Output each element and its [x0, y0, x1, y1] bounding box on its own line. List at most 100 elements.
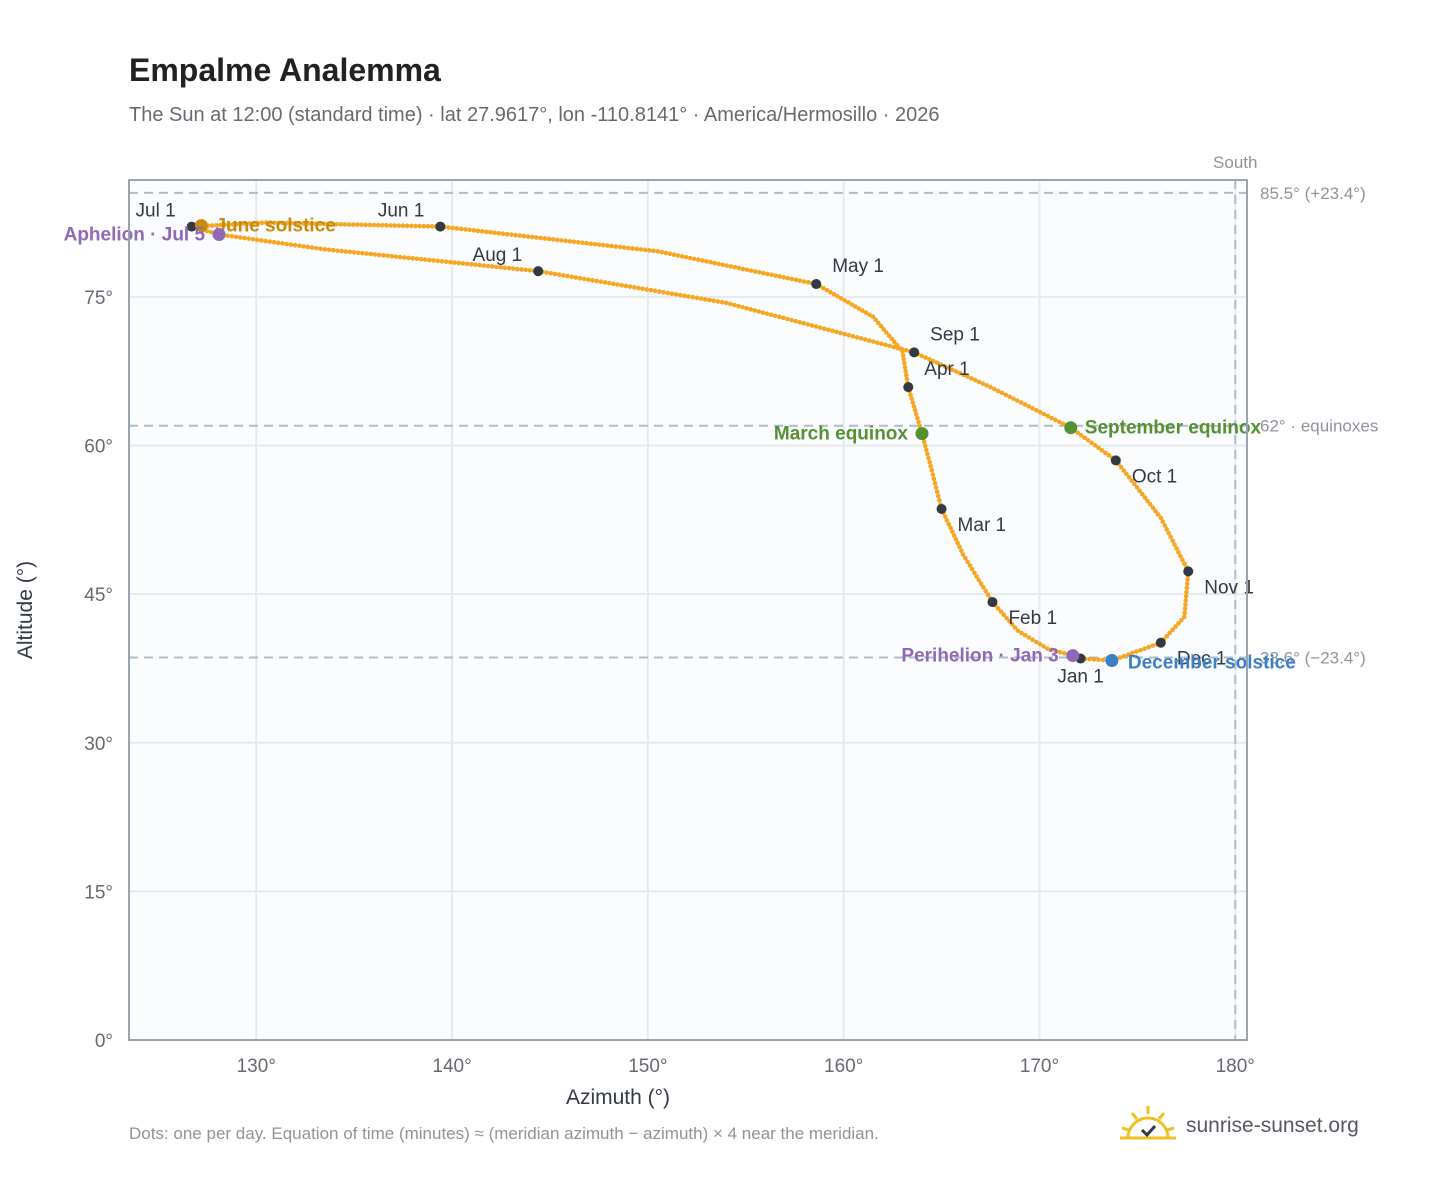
month-marker [435, 221, 446, 232]
daily-dot [669, 291, 675, 296]
daily-dot [696, 257, 701, 263]
y-axis-label: Altitude (°) [14, 561, 37, 659]
daily-dot [711, 298, 716, 304]
daily-dot [1007, 394, 1012, 400]
daily-dot [571, 239, 577, 245]
daily-dot [580, 240, 585, 246]
daily-dot [663, 250, 669, 256]
daily-dot [1184, 589, 1189, 595]
daily-dot [805, 322, 811, 327]
event-label: March equinox [774, 424, 909, 445]
daily-dot [892, 339, 897, 345]
daily-dot [242, 235, 247, 241]
daily-dot [1078, 432, 1084, 438]
event-label: December solstice [1128, 653, 1296, 674]
daily-dot [652, 288, 658, 294]
daily-dot [752, 269, 758, 274]
daily-dot [992, 386, 997, 392]
month-markers: Jan 1 Feb 1 Mar 1 Apr 1 May 1 Jun 1 Jul 1 Aug 1… [136, 201, 1254, 688]
daily-dot [376, 252, 382, 258]
daily-dot [850, 333, 856, 339]
daily-dot [740, 266, 746, 272]
daily-dot [821, 326, 827, 332]
daily-dot [1004, 615, 1009, 621]
daily-dot [831, 291, 837, 297]
daily-dot [214, 222, 219, 228]
daily-dot [402, 255, 407, 260]
daily-dot [744, 305, 749, 311]
daily-dot [960, 552, 966, 557]
axes: 130° 140° 150° 160° 170° 180° 0° 15° 30° 45° 60° 75… [14, 288, 1255, 1109]
daily-dot [475, 228, 481, 234]
daily-dot [789, 276, 795, 282]
daily-dot [902, 360, 907, 366]
month-marker [903, 382, 914, 393]
daily-dot [842, 331, 847, 337]
daily-dot [546, 236, 552, 242]
daily-dot [208, 229, 214, 235]
daily-dot [443, 259, 449, 265]
daily-dot [1150, 643, 1155, 648]
daily-dot [1164, 633, 1170, 639]
daily-dot [1134, 649, 1139, 654]
daily-dot [280, 241, 285, 246]
daily-dot [417, 223, 422, 229]
daily-dot [630, 246, 635, 251]
daily-dot [860, 308, 865, 313]
daily-dot [606, 280, 612, 286]
daily-dot [483, 229, 489, 235]
daily-dot [715, 299, 721, 304]
daily-dot [346, 222, 352, 227]
daily-dot [854, 335, 860, 340]
daily-dot [359, 222, 364, 228]
daily-dot [1184, 585, 1190, 591]
daily-dot [1134, 485, 1140, 490]
daily-dot [309, 221, 314, 226]
daily-dot [978, 581, 984, 587]
daily-dot [1014, 398, 1020, 403]
daily-dot [1174, 546, 1179, 551]
daily-dot [404, 223, 410, 229]
daily-dot [292, 242, 298, 248]
daily-dot [613, 244, 619, 249]
month-label: Mar 1 [958, 515, 1007, 536]
daily-dot [350, 222, 356, 227]
daily-dot [1121, 468, 1127, 473]
daily-dot [1138, 647, 1143, 653]
event-marker [194, 219, 208, 233]
daily-dot [764, 311, 770, 316]
daily-dot [835, 293, 840, 299]
daily-dot [454, 226, 460, 231]
daily-dot [830, 328, 835, 334]
daily-dot [494, 264, 499, 270]
y-tick-label: 75° [84, 288, 113, 309]
daily-dot [314, 245, 319, 251]
daily-dot [504, 231, 510, 237]
daily-dot [330, 247, 336, 253]
daily-dot [1170, 627, 1175, 633]
daily-dot [720, 262, 726, 268]
grid [129, 180, 1247, 1040]
daily-dot [1118, 464, 1124, 470]
daily-dot [343, 249, 349, 254]
daily-dot [752, 308, 758, 313]
y-tick-label: 60° [84, 437, 113, 458]
daily-dot [732, 302, 737, 308]
daily-dot [801, 279, 807, 284]
daily-dot [272, 220, 277, 226]
daily-dot [942, 363, 947, 369]
daily-dot [519, 267, 524, 272]
month-marker [909, 347, 920, 358]
daily-dot [410, 256, 415, 261]
daily-dot [271, 239, 277, 245]
daily-dot [1057, 419, 1062, 425]
brand[interactable]: sunrise-sunset.org [1120, 1104, 1359, 1148]
daily-dot [355, 250, 361, 256]
x-tick-label: 130° [237, 1056, 276, 1077]
daily-dot [1103, 450, 1108, 456]
daily-dot [458, 226, 464, 232]
daily-dot [917, 423, 922, 429]
daily-dot [679, 254, 685, 259]
daily-dot [873, 317, 878, 323]
event-label: September equinox [1085, 418, 1262, 439]
